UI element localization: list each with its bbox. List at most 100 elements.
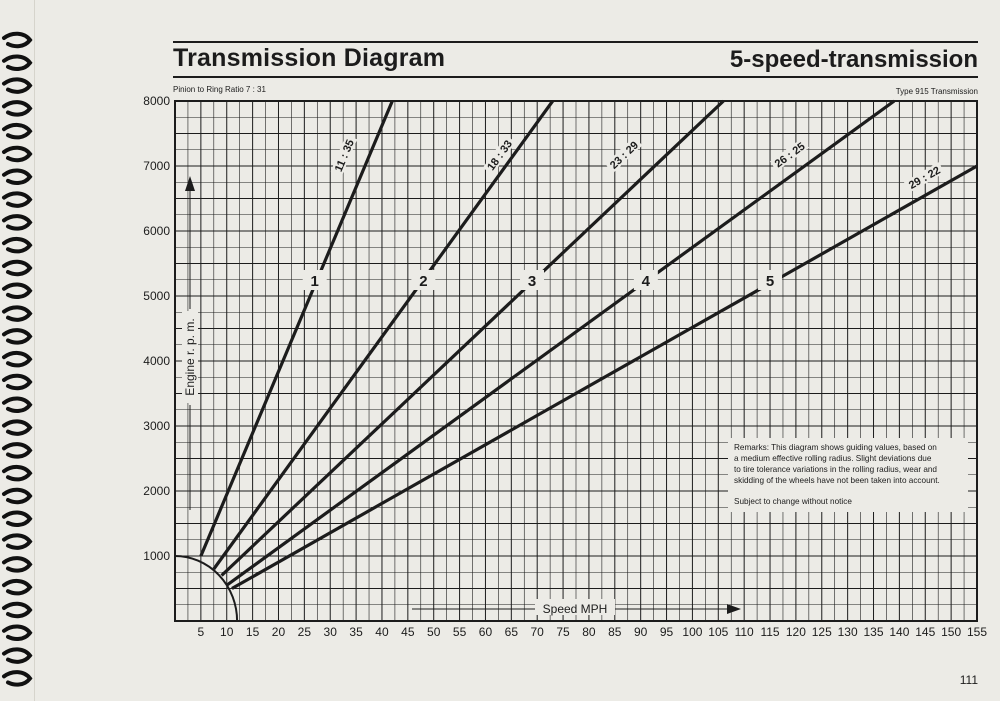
spiral-ring — [2, 350, 33, 368]
y-tick-label: 6000 — [143, 224, 170, 238]
spiral-ring — [2, 122, 33, 140]
x-tick-label: 70 — [531, 625, 545, 639]
x-tick-label: 20 — [272, 625, 286, 639]
x-tick-label: 15 — [246, 625, 260, 639]
pinion-ratio-label: Pinion to Ring Ratio 7 : 31 — [173, 85, 266, 94]
x-tick-label: 145 — [915, 625, 935, 639]
ratio-label-bg — [903, 162, 945, 193]
y-tick-label: 1000 — [143, 549, 170, 563]
y-tick-label: 5000 — [143, 289, 170, 303]
ratio-label-bg — [482, 135, 516, 175]
spiral-ring — [2, 305, 33, 322]
page-number: 111 — [959, 673, 978, 687]
x-tick-label: 65 — [505, 625, 519, 639]
gear-number-label: 3 — [528, 273, 536, 290]
spiral-ring — [2, 328, 33, 345]
title-underline — [173, 76, 978, 78]
spiral-ring — [2, 647, 33, 664]
notice-text: Subject to change without notice — [734, 497, 852, 506]
x-tick-label: 120 — [786, 625, 806, 639]
x-tick-label: 40 — [375, 625, 389, 639]
y-tick-label: 4000 — [143, 354, 170, 368]
spiral-ring — [2, 396, 33, 413]
remarks-line: Remarks: This diagram shows guiding valu… — [734, 443, 937, 452]
remarks-panel — [728, 438, 968, 512]
gear-label-bg — [520, 270, 545, 290]
spiral-ring — [2, 77, 33, 94]
ratio-label: 18 : 33 — [485, 138, 515, 173]
spiral-ring — [2, 54, 33, 71]
remarks-line: skidding of the wheels have not been tak… — [734, 476, 940, 485]
x-tick-label: 140 — [889, 625, 909, 639]
x-tick-label: 45 — [401, 625, 415, 639]
spiral-ring — [2, 191, 33, 208]
page-edge — [34, 0, 35, 701]
gear-label-bg — [633, 270, 658, 290]
gear-number-label: 5 — [766, 273, 774, 290]
remarks-line: a medium effective rolling radius. Sligh… — [734, 454, 932, 463]
x-tick-label: 105 — [708, 625, 728, 639]
ratio-label-bg — [769, 138, 810, 172]
x-tick-label: 80 — [582, 625, 596, 639]
spiral-ring — [2, 533, 33, 550]
transmission-type-label: Type 915 Transmission — [895, 87, 978, 96]
spiral-ring — [2, 373, 33, 391]
x-tick-label: 25 — [298, 625, 312, 639]
spiral-ring — [2, 487, 33, 505]
transmission-title: 5-speed-transmission — [729, 46, 978, 73]
x-tick-label: 130 — [838, 625, 858, 639]
y-axis-label: Engine r. p. m. — [183, 318, 197, 395]
y-axis-arrow-head — [185, 176, 195, 191]
x-axis-arrow-head — [727, 604, 741, 614]
x-tick-label: 115 — [760, 625, 779, 639]
gear-line — [212, 100, 555, 570]
x-tick-label: 110 — [735, 625, 754, 639]
gear-label-bg — [302, 270, 327, 290]
gear-label-bg — [411, 270, 436, 290]
spiral-ring — [2, 419, 33, 436]
ratio-label-bg — [330, 134, 358, 177]
gear-number-label: 1 — [311, 273, 319, 290]
chart-frame — [174, 100, 978, 622]
remarks-line: to tire tolerance variations in the roll… — [734, 465, 937, 474]
spiral-ring — [2, 670, 33, 687]
gear-label-bg — [758, 270, 783, 290]
gear-line — [231, 164, 978, 590]
spiral-binding — [2, 31, 33, 687]
x-tick-label: 50 — [427, 625, 441, 639]
x-axis-label: Speed MPH — [543, 602, 608, 616]
x-tick-label: 150 — [941, 625, 961, 639]
spiral-ring — [2, 168, 33, 185]
x-tick-label: 30 — [324, 625, 338, 639]
x-tick-label: 135 — [864, 625, 884, 639]
x-tick-label: 100 — [682, 625, 702, 639]
ratio-label-bg — [605, 136, 643, 173]
gear-line — [220, 99, 725, 577]
spiral-ring — [2, 31, 33, 49]
spiral-ring — [2, 236, 33, 254]
spiral-ring — [2, 282, 33, 299]
gear-number-label: 4 — [642, 273, 651, 290]
x-tick-label: 10 — [220, 625, 234, 639]
spiral-ring — [2, 601, 33, 619]
x-tick-label: 125 — [812, 625, 832, 639]
origin-arc — [174, 555, 239, 622]
gear-number-label: 2 — [419, 273, 427, 290]
y-tick-label: 2000 — [143, 484, 170, 498]
y-tick-label: 3000 — [143, 419, 170, 433]
x-tick-label: 60 — [479, 625, 493, 639]
spiral-ring — [2, 464, 33, 482]
x-tick-label: 95 — [660, 625, 674, 639]
x-tick-label: 35 — [349, 625, 363, 639]
gear-line — [199, 100, 394, 557]
gear-line — [225, 99, 896, 587]
spiral-ring — [2, 556, 33, 573]
spiral-ring — [2, 145, 33, 163]
ratio-label: 23 : 29 — [608, 139, 641, 171]
spiral-ring — [2, 100, 33, 117]
x-tick-label: 155 — [967, 625, 987, 639]
x-tick-label: 85 — [608, 625, 622, 639]
y-tick-label: 8000 — [143, 94, 170, 108]
x-axis-label-bg — [535, 599, 615, 615]
